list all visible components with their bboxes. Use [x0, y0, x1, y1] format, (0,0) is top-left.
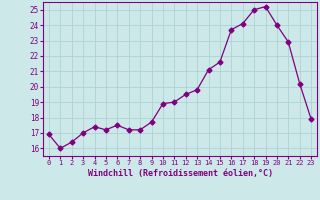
- X-axis label: Windchill (Refroidissement éolien,°C): Windchill (Refroidissement éolien,°C): [87, 169, 273, 178]
